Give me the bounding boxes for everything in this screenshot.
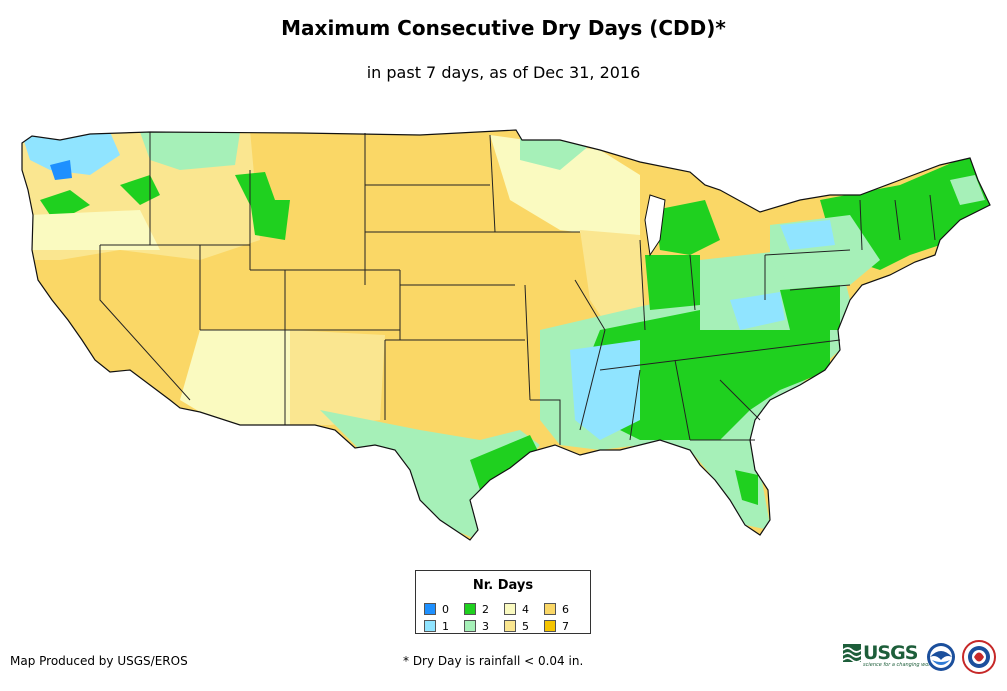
region-wyoming-green: [250, 200, 290, 240]
legend-swatch: [544, 620, 556, 632]
region-nw-green: [40, 190, 90, 215]
region-nw-teal: [140, 132, 240, 170]
legend-label: 3: [482, 619, 489, 633]
legend-item: 4: [504, 602, 544, 616]
producer-credit: Map Produced by USGS/EROS: [10, 654, 188, 668]
region-ny-blue: [780, 220, 835, 250]
legend-swatch: [504, 603, 516, 615]
legend: Nr. Days 0 2 4 6 1 3 5 7: [415, 570, 591, 634]
dry-day-note: * Dry Day is rainfall < 0.04 in.: [403, 654, 584, 668]
legend-swatch: [464, 620, 476, 632]
legend-label: 2: [482, 602, 489, 616]
region-va-green: [780, 285, 840, 330]
legend-swatch: [424, 603, 436, 615]
region-mich-green: [655, 200, 720, 255]
legend-swatch: [464, 603, 476, 615]
region-mn-teal: [520, 135, 590, 170]
region-texas-teal: [320, 410, 540, 540]
region-texas-green: [470, 435, 540, 490]
usgs-tagline: science for a changing world: [863, 662, 935, 668]
legend-grid: 0 2 4 6 1 3 5 7: [424, 602, 584, 633]
legend-label: 7: [562, 619, 569, 633]
region-west-lightpale: [30, 210, 160, 250]
legend-label: 1: [442, 619, 449, 633]
region-ms-blue: [570, 340, 640, 440]
legend-swatch: [544, 603, 556, 615]
legend-item: 5: [504, 619, 544, 633]
region-nw-blue: [22, 132, 120, 175]
legend-label: 4: [522, 602, 529, 616]
region-arizona-pale: [180, 330, 290, 425]
region-montana-green: [235, 172, 275, 205]
legend-item: 3: [464, 619, 504, 633]
legend-item: 7: [544, 619, 584, 633]
legend-swatch: [504, 620, 516, 632]
usgs-wave-icon: [843, 644, 861, 662]
legend-item: 0: [424, 602, 464, 616]
lake-michigan: [644, 194, 666, 257]
legend-item: 6: [544, 602, 584, 616]
state-boundaries: [99, 132, 936, 445]
legend-swatch: [424, 620, 436, 632]
region-florida-green: [735, 470, 758, 505]
region-maine-teal: [950, 175, 985, 205]
region-florida-teal: [700, 455, 770, 525]
region-nw-deepblue: [50, 160, 72, 180]
map-subtitle: in past 7 days, as of Dec 31, 2016: [366, 63, 641, 82]
region-ohio-blue: [730, 292, 785, 330]
nws-logo-icon: [962, 640, 996, 674]
noaa-logo-icon: [927, 643, 955, 671]
region-il-pale: [580, 230, 645, 330]
map-title: Maximum Consecutive Dry Days (CDD)*: [281, 16, 726, 40]
legend-item: 2: [464, 602, 504, 616]
legend-label: 0: [442, 602, 449, 616]
legend-label: 6: [562, 602, 569, 616]
legend-item: 1: [424, 619, 464, 633]
region-nm-pale: [290, 330, 385, 425]
usgs-wordmark: USGS: [863, 642, 918, 664]
legend-title: Nr. Days: [472, 578, 534, 593]
usgs-logo: USGS science for a changing world: [843, 642, 935, 672]
legend-label: 5: [522, 619, 529, 633]
region-southeast-green: [580, 310, 830, 440]
region-indiana-green: [645, 255, 700, 310]
